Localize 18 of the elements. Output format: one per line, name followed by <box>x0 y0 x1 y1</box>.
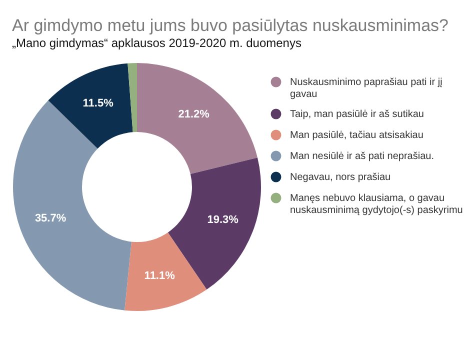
donut-slice <box>124 232 207 311</box>
legend-label: Man nesiūlė ir aš pati neprašiau. <box>290 151 434 162</box>
data-label: 11.1% <box>144 270 176 282</box>
legend-label: Manęs nebuvo klausiama, o gavau nuskausminimą gydytojo(-s) paskyrimu <box>290 193 463 216</box>
donut-slice <box>48 63 133 149</box>
chart-subtitle: „Mano gimdymas“ apklausos 2019-2020 m. duomenys <box>12 36 302 50</box>
legend-label: Nuskausminimo paprašiau pati ir jį gavau <box>290 77 442 100</box>
chart-title: Ar gimdymo metu jums buvo pasiūlytas nuskausminimas? <box>12 16 449 35</box>
legend-label: Man pasiūlė, tačiau atsisakiau <box>290 130 424 141</box>
data-label: 35.7% <box>34 212 66 224</box>
data-label: 11.5% <box>82 98 114 110</box>
donut-slice <box>128 63 137 132</box>
donut-slice <box>13 100 132 310</box>
donut-slice <box>137 63 258 174</box>
legend-label: Taip, man pasiūlė ir aš sutikau <box>290 109 424 120</box>
legend-label: Negavau, nors prašiau <box>290 172 391 183</box>
data-label: 21.2% <box>178 108 210 121</box>
data-label: 19.3% <box>207 214 239 226</box>
